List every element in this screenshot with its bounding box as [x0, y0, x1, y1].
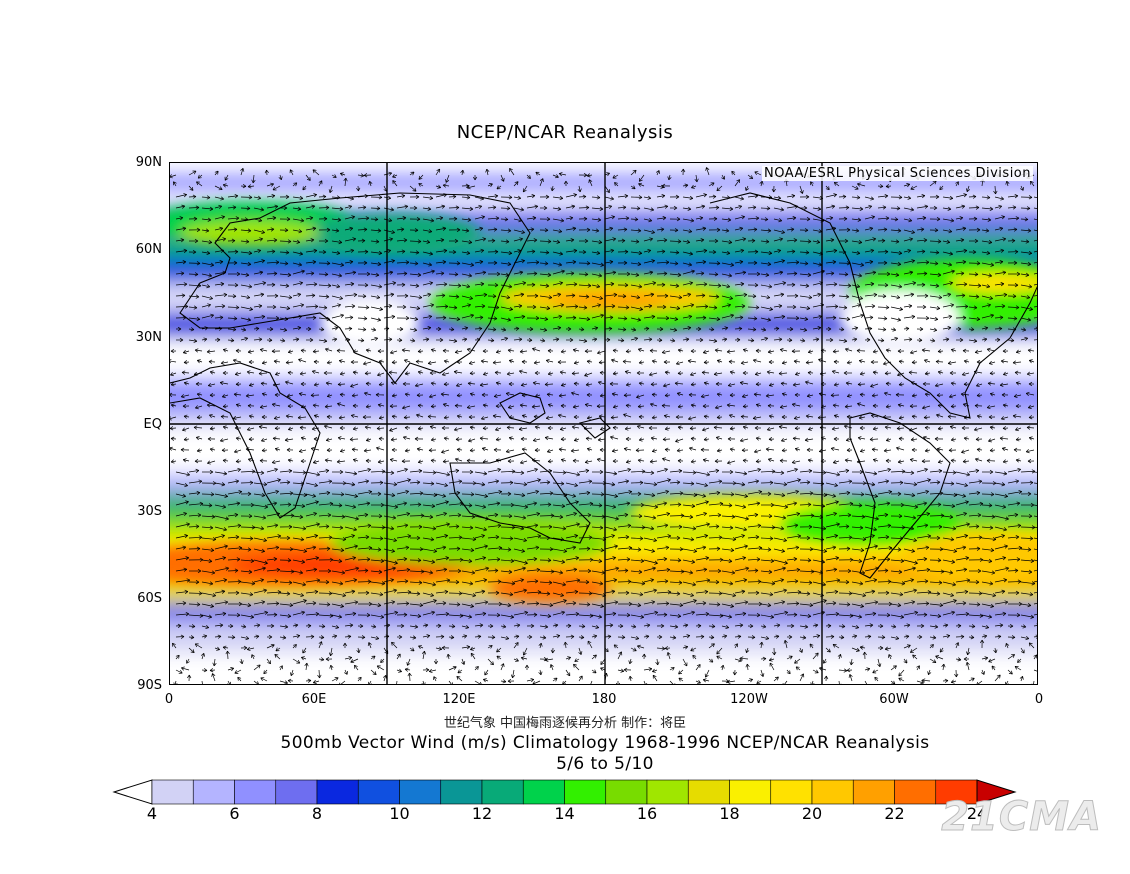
wind-field-svg — [170, 163, 1038, 685]
lat-label-60s: 60S — [122, 591, 162, 606]
chinese-note: 世纪气象 中国梅雨逐候再分析 制作：将臣 — [0, 712, 1130, 731]
chart-title: NCEP/NCAR Reanalysis — [0, 122, 1130, 143]
lon-label-60w: 60W — [864, 692, 924, 707]
date-range: 5/6 to 5/10 — [0, 754, 1130, 774]
lon-label-60e: 60E — [284, 692, 344, 707]
colorbar-label-18: 18 — [710, 804, 750, 823]
lat-label-30n: 30N — [122, 330, 162, 345]
colorbar-label-22: 22 — [875, 804, 915, 823]
lat-label-30s: 30S — [122, 504, 162, 519]
colorbar-label-16: 16 — [627, 804, 667, 823]
colorbar-label-10: 10 — [380, 804, 420, 823]
colorbar-label-4: 4 — [132, 804, 172, 823]
lat-label-eq: EQ — [122, 417, 162, 432]
colorbar-label-8: 8 — [297, 804, 337, 823]
lon-label-120e: 120E — [429, 692, 489, 707]
lon-label-0: 0 — [139, 692, 199, 707]
watermark-logo: 21CMA — [941, 794, 1102, 840]
colorbar-label-14: 14 — [545, 804, 585, 823]
colorbar-label-12: 12 — [462, 804, 502, 823]
lat-label-90n: 90N — [122, 155, 162, 170]
lon-label-120w: 120W — [719, 692, 779, 707]
chart-subtitle: 500mb Vector Wind (m/s) Climatology 1968… — [0, 733, 1130, 753]
lat-label-90s: 90S — [122, 678, 162, 693]
credit-label: NOAA/ESRL Physical Sciences Division — [762, 166, 1033, 181]
lon-label-0-end: 0 — [1009, 692, 1069, 707]
colorbar-label-20: 20 — [792, 804, 832, 823]
wind-map: NOAA/ESRL Physical Sciences Division — [169, 162, 1038, 685]
lat-label-60n: 60N — [122, 242, 162, 257]
colorbar-label-6: 6 — [215, 804, 255, 823]
colorbar-svg — [110, 778, 1025, 806]
lon-label-180: 180 — [574, 692, 634, 707]
colorbar — [110, 778, 1025, 806]
